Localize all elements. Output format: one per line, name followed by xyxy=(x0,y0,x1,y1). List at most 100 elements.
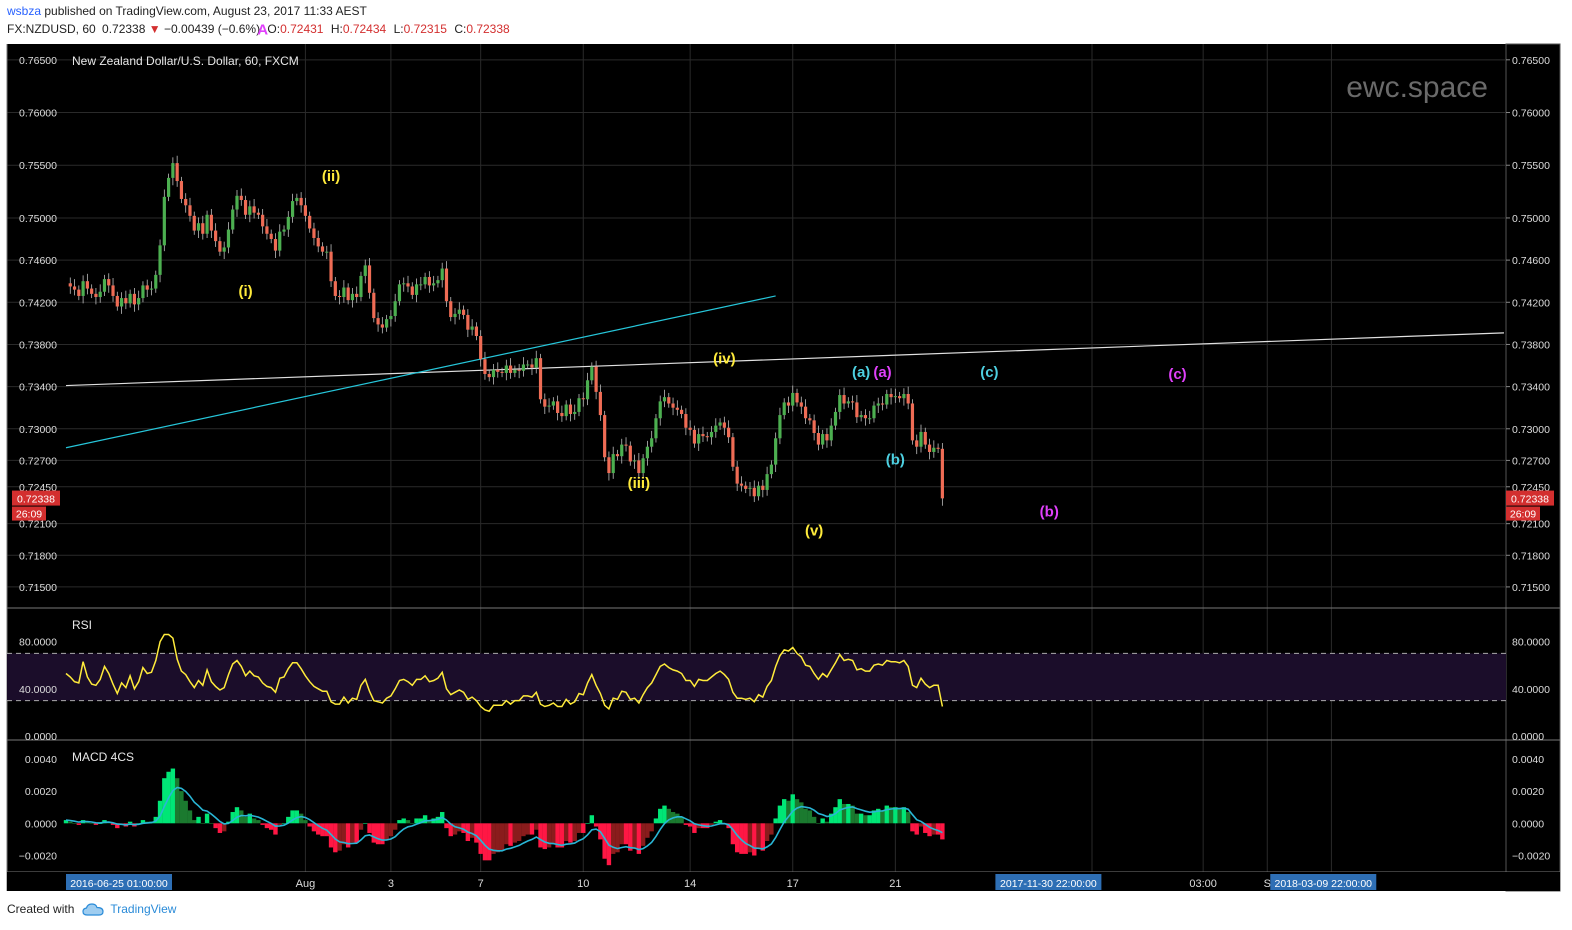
candle-body xyxy=(560,412,564,417)
candle-body xyxy=(898,396,902,399)
macd-bar xyxy=(816,823,821,824)
macd-bar xyxy=(251,818,257,824)
candle-body xyxy=(406,283,410,287)
macd-tick-right: 0.0020 xyxy=(1512,786,1544,798)
candle-body xyxy=(367,265,372,293)
candle-body xyxy=(697,434,701,444)
symbol-interval: FX:NZDUSD, 60 xyxy=(7,22,96,36)
trendline-cyan xyxy=(65,295,776,449)
candle-body xyxy=(774,438,778,465)
macd-bar xyxy=(401,818,406,824)
macd-bar xyxy=(247,813,253,824)
candle-body xyxy=(201,223,205,234)
candle-body xyxy=(346,287,350,301)
candle-body xyxy=(107,279,111,286)
candle-body xyxy=(338,295,342,298)
candle-body xyxy=(795,392,799,403)
candle-body xyxy=(265,226,269,234)
close-value: 0.72338 xyxy=(466,22,510,36)
macd-bar xyxy=(717,820,723,824)
macd-bar xyxy=(914,823,919,835)
macd-bar xyxy=(217,823,223,833)
macd-bar xyxy=(482,823,488,861)
price-tick-label-left: 0.73000 xyxy=(19,424,57,436)
wave-label: (iii) xyxy=(628,475,651,492)
candle-body xyxy=(517,369,521,371)
macd-bar xyxy=(230,812,235,824)
candle-body xyxy=(538,358,543,400)
candle-body xyxy=(141,285,145,299)
candle-body xyxy=(761,485,765,490)
candle-body xyxy=(654,418,658,439)
macd-bar xyxy=(68,821,73,824)
tradingview-link[interactable]: TradingView xyxy=(110,902,177,916)
macd-bar xyxy=(940,823,945,840)
macd-bar xyxy=(734,823,740,853)
candle-body xyxy=(650,438,654,447)
candle-body xyxy=(769,464,773,475)
candle-body xyxy=(188,205,192,216)
candle-body xyxy=(128,293,132,304)
candle-body xyxy=(564,404,568,417)
macd-bar xyxy=(675,813,680,824)
publisher-link[interactable]: wsbza xyxy=(7,4,42,18)
candle-body xyxy=(846,401,850,404)
candle-body xyxy=(735,466,739,484)
macd-bar xyxy=(534,823,539,830)
candle-body xyxy=(102,279,107,292)
price-tick-label-left: 0.76500 xyxy=(19,55,57,67)
time-badge-label: 2018-03-09 22:00:00 xyxy=(1275,878,1373,890)
candle-body xyxy=(410,286,414,295)
candle-body xyxy=(205,214,209,234)
macd-bar xyxy=(260,823,265,825)
macd-tick-left: 0.0040 xyxy=(25,754,57,766)
macd-bar xyxy=(269,823,274,830)
candle-body xyxy=(816,433,820,445)
macd-bar xyxy=(687,823,693,827)
candle-body xyxy=(85,281,89,289)
candle-body xyxy=(705,436,709,438)
macd-bar xyxy=(927,823,932,837)
candle-body xyxy=(385,319,389,328)
candle-body xyxy=(932,447,936,452)
macd-bar xyxy=(525,823,530,835)
macd-tick-left: 0.0020 xyxy=(25,786,57,798)
macd-bar xyxy=(653,818,659,824)
macd-bar xyxy=(811,816,817,824)
candle-body xyxy=(111,285,115,296)
candle-body xyxy=(184,198,188,206)
candle-body xyxy=(632,460,637,462)
candle-body xyxy=(603,415,607,458)
candle-body xyxy=(778,415,782,439)
candle-body xyxy=(547,405,551,407)
macd-bar xyxy=(410,823,415,824)
candle-body xyxy=(278,231,282,251)
macd-bar xyxy=(820,818,825,824)
tradingview-cloud-icon xyxy=(82,903,104,916)
candle-body xyxy=(167,177,171,197)
macd-bar xyxy=(529,823,535,835)
candle-body xyxy=(684,414,688,428)
macd-bar xyxy=(303,820,308,824)
candle-body xyxy=(252,206,256,213)
macd-bar xyxy=(632,823,637,850)
candle-body xyxy=(709,431,714,438)
macd-bar xyxy=(358,823,364,830)
candle-body xyxy=(915,440,919,447)
macd-bar xyxy=(298,813,304,824)
candle-body xyxy=(470,326,474,330)
price-tick-label-left: 0.71500 xyxy=(19,582,57,594)
time-axis-bg xyxy=(7,872,1560,891)
candle-body xyxy=(594,366,598,392)
macd-bar xyxy=(645,823,650,838)
chart-canvas[interactable]: 0.76500 0.76500 0.76000 0.76000 0.75500 0.755… xyxy=(0,0,1572,900)
candle-body xyxy=(731,437,735,467)
macd-bar xyxy=(901,807,907,824)
candle-body xyxy=(432,283,436,286)
macd-bar xyxy=(593,823,599,827)
candle-body xyxy=(77,289,81,296)
macd-tick-right: 0.0040 xyxy=(1512,754,1544,766)
countdown-badge-right xyxy=(1506,506,1540,521)
trendlines xyxy=(65,295,1505,449)
price-badge-right xyxy=(1506,490,1554,506)
